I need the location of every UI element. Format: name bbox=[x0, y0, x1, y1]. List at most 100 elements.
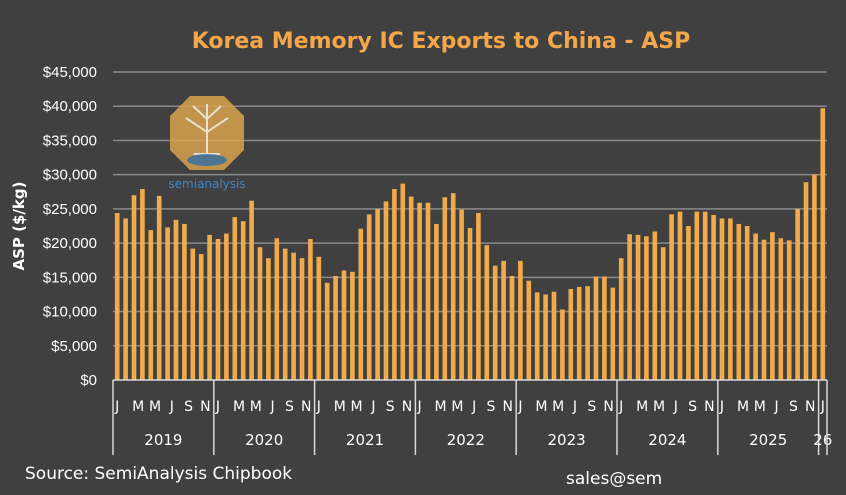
bar bbox=[526, 280, 532, 380]
y-tick-label: $40,000 bbox=[43, 98, 97, 115]
year-label: 2019 bbox=[144, 431, 182, 449]
month-label: N bbox=[603, 399, 613, 415]
bar bbox=[459, 209, 464, 380]
bar bbox=[501, 260, 506, 380]
month-label: S bbox=[487, 399, 496, 415]
month-label: M bbox=[737, 399, 749, 415]
bar bbox=[711, 215, 716, 380]
month-label: J bbox=[169, 399, 174, 415]
bar bbox=[249, 200, 254, 380]
y-tick-label: $35,000 bbox=[43, 132, 97, 149]
chart-title: Korea Memory IC Exports to China - ASP bbox=[192, 29, 691, 54]
bar bbox=[173, 219, 179, 380]
bar bbox=[702, 211, 708, 380]
bar bbox=[114, 212, 120, 380]
month-label: N bbox=[805, 399, 815, 415]
bar bbox=[568, 288, 574, 380]
month-label: J bbox=[820, 399, 825, 415]
y-tick-label: $45,000 bbox=[43, 64, 97, 81]
bar bbox=[266, 258, 271, 380]
bar bbox=[400, 183, 406, 380]
bar bbox=[820, 108, 826, 380]
bar bbox=[282, 248, 288, 380]
bar bbox=[560, 309, 565, 380]
month-label: M bbox=[653, 399, 665, 415]
bar bbox=[635, 234, 641, 380]
month-label: M bbox=[233, 399, 245, 415]
month-label: S bbox=[184, 399, 193, 415]
bar bbox=[140, 189, 145, 380]
bar bbox=[677, 211, 683, 380]
bar bbox=[240, 221, 246, 380]
bar bbox=[652, 231, 658, 380]
month-label: M bbox=[250, 399, 262, 415]
bar bbox=[518, 260, 523, 380]
month-label: M bbox=[149, 399, 161, 415]
bar bbox=[366, 214, 372, 380]
bar bbox=[123, 218, 128, 380]
bar bbox=[358, 228, 364, 380]
semianalysis-logo: semianalysis bbox=[168, 96, 246, 191]
year-label: 26 bbox=[813, 431, 832, 449]
month-label: M bbox=[535, 399, 547, 415]
month-label: S bbox=[789, 399, 798, 415]
month-label: M bbox=[451, 399, 463, 415]
bar bbox=[467, 228, 473, 380]
bar bbox=[719, 218, 725, 380]
bar bbox=[383, 201, 389, 380]
bar bbox=[350, 271, 355, 380]
source-note: Source: SemiAnalysis Chipbook bbox=[25, 464, 293, 484]
bar bbox=[761, 239, 767, 380]
bar bbox=[585, 286, 590, 380]
bar bbox=[375, 208, 380, 380]
y-tick-label: $20,000 bbox=[43, 235, 97, 252]
contact-email: sales@sem bbox=[566, 469, 663, 489]
bar bbox=[627, 234, 632, 380]
bar bbox=[442, 197, 448, 380]
bar bbox=[417, 202, 422, 380]
bar bbox=[274, 238, 280, 380]
month-label: J bbox=[417, 399, 422, 415]
month-label: S bbox=[688, 399, 697, 415]
bar bbox=[669, 214, 674, 380]
bar bbox=[257, 247, 263, 380]
month-label: N bbox=[301, 399, 311, 415]
bar bbox=[728, 218, 733, 380]
bar bbox=[291, 252, 296, 380]
bar bbox=[795, 208, 800, 380]
svg-text:semianalysis: semianalysis bbox=[168, 177, 245, 191]
month-label: M bbox=[435, 399, 447, 415]
bar bbox=[198, 254, 204, 380]
bar bbox=[224, 233, 229, 380]
month-label: J bbox=[215, 399, 220, 415]
y-tick-label: $5,000 bbox=[51, 338, 97, 355]
bar bbox=[509, 275, 515, 380]
month-label: M bbox=[636, 399, 648, 415]
bar bbox=[694, 211, 700, 380]
month-label: N bbox=[503, 399, 513, 415]
bar bbox=[551, 291, 557, 380]
bar bbox=[736, 223, 742, 380]
bar bbox=[333, 275, 338, 380]
month-label: S bbox=[386, 399, 395, 415]
month-label: J bbox=[572, 399, 577, 415]
month-label: J bbox=[618, 399, 623, 415]
bar bbox=[610, 287, 616, 380]
month-label: M bbox=[351, 399, 363, 415]
bar bbox=[434, 223, 439, 380]
bar bbox=[543, 294, 548, 380]
y-tick-label: $0 bbox=[80, 372, 97, 389]
bar bbox=[803, 182, 809, 380]
month-label: J bbox=[370, 399, 375, 415]
month-label: S bbox=[285, 399, 294, 415]
bar bbox=[324, 282, 330, 380]
bar bbox=[786, 240, 792, 380]
y-tick-label: $25,000 bbox=[43, 201, 97, 218]
bar bbox=[576, 286, 582, 380]
bar bbox=[602, 276, 607, 380]
year-label: 2021 bbox=[346, 431, 384, 449]
month-label: J bbox=[673, 399, 678, 415]
bar bbox=[744, 226, 750, 380]
month-label: M bbox=[754, 399, 766, 415]
year-label: 2023 bbox=[548, 431, 586, 449]
